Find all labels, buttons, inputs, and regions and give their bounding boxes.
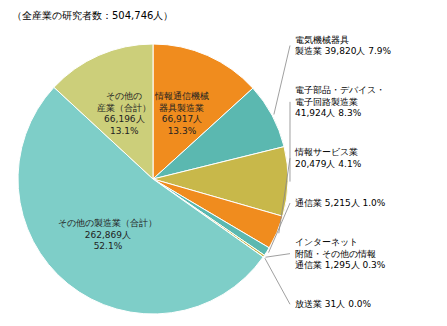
svg-text:情報サービス業20,479人 4.1%: 情報サービス業20,479人 4.1% — [294, 147, 362, 169]
svg-text:電気機械器具製造業 39,820人 7.9%: 電気機械器具製造業 39,820人 7.9% — [295, 35, 392, 57]
svg-text:電子部品・デバイス・電子回路製造業41,924人 8.3%: 電子部品・デバイス・電子回路製造業41,924人 8.3% — [295, 85, 385, 118]
svg-text:インターネット附随・その他の情報通信業 1,295人 0.3: インターネット附随・その他の情報通信業 1,295人 0.3% — [295, 237, 386, 270]
svg-text:通信業 5,215人 1.0%: 通信業 5,215人 1.0% — [295, 198, 386, 208]
svg-text:その他の製造業（合計）262,869人52.1%: その他の製造業（合計）262,869人52.1% — [58, 218, 157, 251]
svg-text:その他の産業（合計）66,196人13.1%: その他の産業（合計）66,196人13.1% — [97, 91, 151, 136]
html-text:（全産業の研究者数：504,746人）: （全産業の研究者数：504,746人） — [12, 10, 174, 21]
svg-text:放送業 31人 0.0%: 放送業 31人 0.0% — [295, 299, 371, 309]
svg-text:情報通信機械器具製造業66,917人13.3%: 情報通信機械器具製造業66,917人13.3% — [154, 91, 209, 136]
